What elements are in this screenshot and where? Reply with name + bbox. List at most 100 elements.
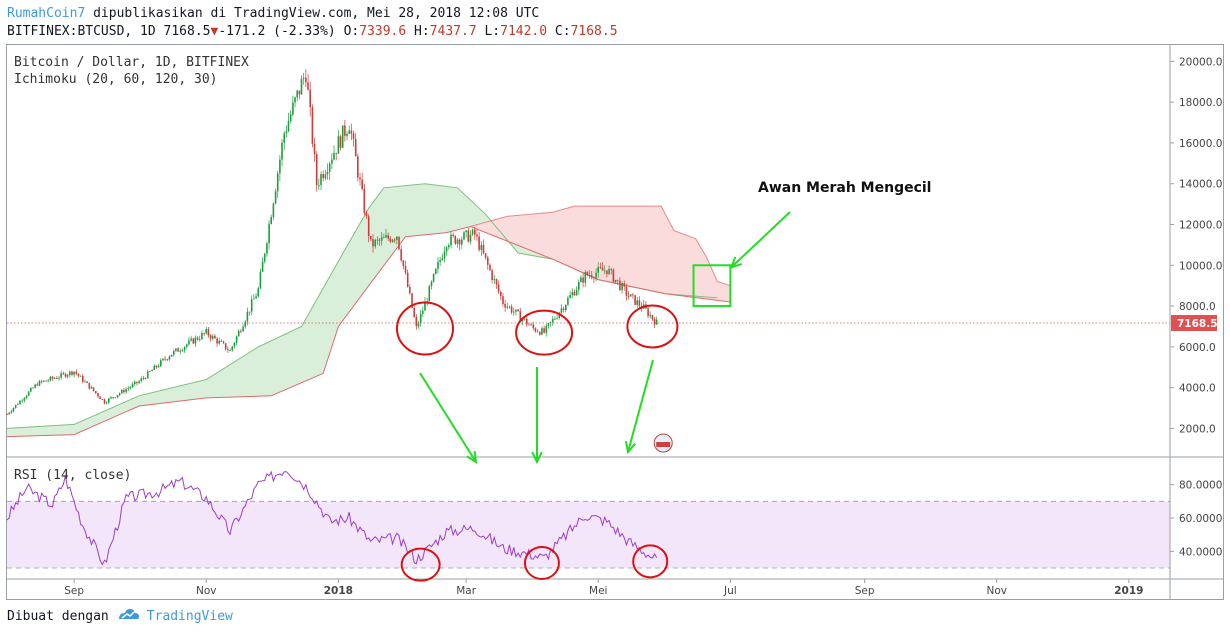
- candle-body: [82, 375, 84, 382]
- candle-body: [127, 388, 130, 390]
- candle-body: [380, 237, 383, 241]
- price-tick-label: 8000.0: [1179, 301, 1216, 313]
- candle-body: [237, 330, 240, 337]
- rsi-link-arrow: [627, 359, 654, 453]
- author-link[interactable]: RumahCoin7: [7, 6, 86, 21]
- candle-body: [270, 217, 272, 224]
- candle-body: [77, 373, 80, 376]
- candle-body: [623, 283, 625, 287]
- price-tick-label: 20000.0: [1179, 56, 1222, 68]
- candle-body: [173, 350, 175, 355]
- candle-body: [562, 308, 565, 310]
- candle-body: [593, 277, 595, 279]
- rsi-link-arrow-head: [624, 441, 636, 455]
- high-label: H:: [414, 24, 430, 39]
- candle-body: [409, 286, 411, 294]
- candle-body: [281, 142, 283, 160]
- candle-body: [168, 356, 171, 360]
- candle-body: [541, 328, 543, 335]
- candle-body: [482, 244, 485, 254]
- rsi-tick-label: 40.0000: [1179, 546, 1222, 558]
- candle-body: [305, 77, 307, 83]
- candle-body: [556, 318, 558, 319]
- candle-body: [417, 323, 420, 327]
- price-tick-label: 14000.0: [1179, 179, 1222, 191]
- candle-body: [58, 377, 60, 379]
- candle-body: [192, 338, 195, 344]
- candle-body: [30, 388, 32, 392]
- candle-body: [419, 313, 422, 324]
- candle-body: [649, 315, 651, 317]
- candle-body: [207, 329, 210, 336]
- low-label: L:: [484, 24, 501, 39]
- candle-body: [510, 306, 513, 313]
- candle-body: [214, 335, 216, 339]
- candle-body: [203, 333, 205, 334]
- candle-body: [166, 359, 169, 361]
- chart-frame: [6, 44, 1224, 600]
- candle-body: [337, 136, 340, 154]
- candle-body: [545, 325, 548, 333]
- candle-body: [121, 390, 123, 394]
- candle-body: [56, 378, 58, 379]
- candle-body: [439, 259, 441, 262]
- candle-body: [443, 251, 446, 259]
- candle-body: [432, 273, 435, 282]
- candle-body: [160, 360, 162, 367]
- tradingview-brand[interactable]: TradingView: [146, 608, 233, 624]
- candle-body: [333, 152, 335, 160]
- price-tick-label: 10000.0: [1179, 260, 1222, 272]
- candle-body: [487, 257, 489, 265]
- candle-body: [40, 381, 43, 382]
- candle-body: [259, 271, 262, 289]
- price-tick-label: 2000.0: [1179, 423, 1216, 435]
- candle-body: [502, 296, 504, 304]
- candle-body: [12, 407, 15, 412]
- candle-body: [402, 260, 405, 266]
- candle-body: [263, 253, 266, 262]
- candle-body: [526, 318, 528, 325]
- price-tick-label: 6000.0: [1179, 342, 1216, 354]
- candle-body: [294, 97, 296, 103]
- candle-body: [86, 381, 88, 383]
- candle-body: [603, 270, 606, 272]
- candle-body: [131, 384, 134, 387]
- candle-body: [129, 387, 132, 389]
- candle-body: [357, 156, 359, 178]
- candle-body: [571, 292, 574, 296]
- candle-body: [300, 78, 303, 95]
- candle-body: [279, 159, 281, 174]
- candle-body: [348, 130, 350, 134]
- candle-body: [530, 324, 532, 326]
- tradingview-logo-icon: [117, 607, 141, 625]
- time-tick-label: Jul: [723, 585, 737, 597]
- candle-body: [398, 236, 400, 250]
- candle-body: [400, 249, 402, 261]
- symbol-text: BITFINEX:BTCUSD, 1D 7168.5: [7, 24, 211, 39]
- candle-body: [125, 389, 127, 393]
- candle-body: [276, 173, 279, 192]
- candle-body: [190, 338, 192, 341]
- candle-body: [75, 371, 78, 374]
- candle-body: [335, 152, 337, 154]
- footer: Dibuat dengan TradingView: [7, 607, 233, 625]
- candle-body: [396, 236, 398, 240]
- candle-body: [647, 308, 649, 317]
- candle-body: [528, 324, 530, 326]
- price-tick-label: 18000.0: [1179, 97, 1222, 109]
- candle-body: [103, 399, 106, 404]
- candle-body: [6, 414, 8, 415]
- candle-body: [493, 279, 496, 280]
- candle-body: [320, 174, 322, 185]
- economic-event-flag: [656, 442, 671, 447]
- chart-title: Bitcoin / Dollar, 1D, BITFINEX: [14, 55, 249, 70]
- candle-body: [437, 261, 439, 269]
- price-dip-circle: [395, 301, 454, 356]
- candle-body: [536, 331, 539, 333]
- candle-body: [289, 114, 292, 122]
- candle-body: [95, 391, 97, 394]
- candle-body: [344, 125, 346, 136]
- candle-body: [66, 375, 69, 377]
- candle-body: [363, 188, 366, 213]
